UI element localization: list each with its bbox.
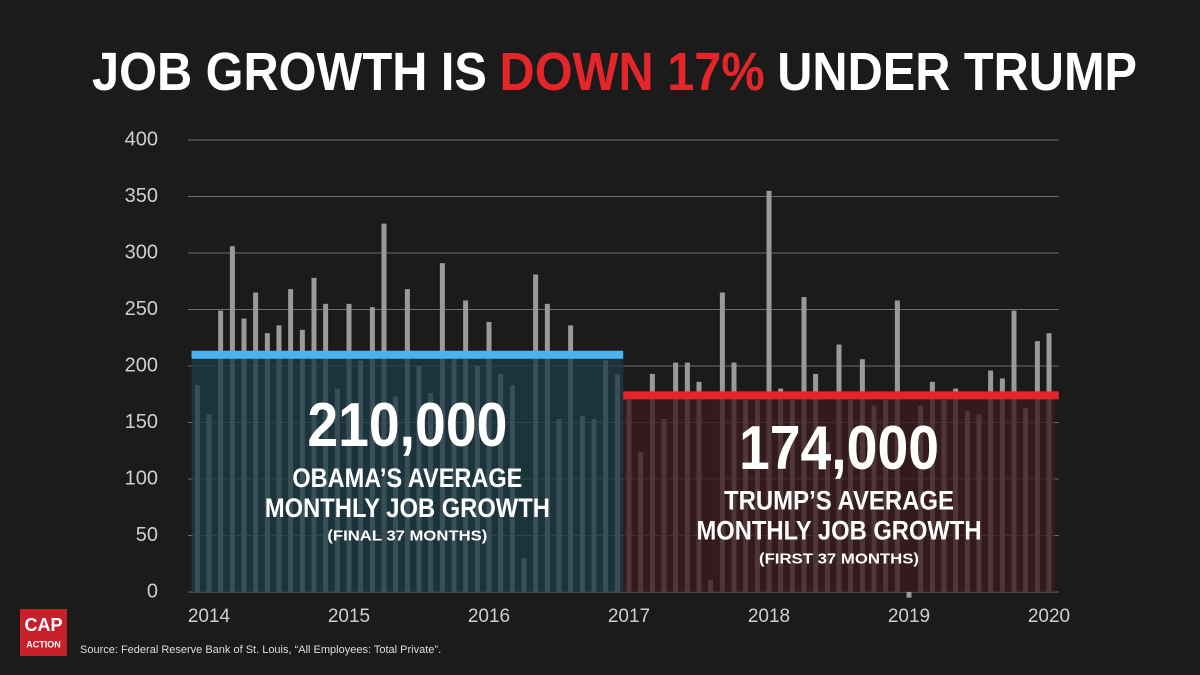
- caption-note: (FIRST 37 MONTHS): [759, 550, 919, 567]
- x-tick-label: 2019: [888, 606, 930, 627]
- chart-title: JOB GROWTH ISDOWN 17%UNDER TRUMP: [92, 42, 1137, 102]
- caption-note: (FINAL 37 MONTHS): [327, 528, 487, 545]
- logo-box: [20, 609, 67, 656]
- y-tick-label: 250: [125, 298, 158, 320]
- average-shade: [191, 354, 624, 592]
- bar: [906, 592, 912, 598]
- title-part: JOB GROWTH IS: [92, 42, 487, 102]
- caption: MONTHLY JOB GROWTH: [697, 516, 982, 546]
- x-tick-label: 2018: [748, 606, 790, 627]
- y-tick-label: 150: [125, 411, 158, 433]
- source: Source: Federal Reserve Bank of St. Loui…: [80, 644, 441, 656]
- y-tick-label: 400: [125, 128, 158, 150]
- caption: TRUMP’S AVERAGE: [724, 486, 954, 516]
- average-shade: [623, 395, 1055, 592]
- y-tick-label: 100: [125, 467, 158, 489]
- caption: OBAMA’S AVERAGE: [292, 463, 522, 493]
- y-tick-label: 200: [125, 354, 158, 376]
- y-tick-label: 50: [136, 524, 158, 546]
- x-tick-label: 2016: [468, 606, 510, 627]
- logo-text: ACTION: [26, 639, 61, 649]
- y-tick-label: 0: [147, 580, 158, 602]
- x-tick-label: 2015: [328, 606, 370, 627]
- x-tick-label: 2017: [608, 606, 650, 627]
- average-label: 210,000: [307, 391, 507, 460]
- title-part: UNDER TRUMP: [777, 42, 1137, 102]
- title-text: JOB GROWTH ISDOWN 17%UNDER TRUMP: [92, 42, 1137, 102]
- x-tick-label: 2020: [1028, 606, 1070, 627]
- x-tick-label: 2014: [188, 606, 231, 627]
- y-tick-label: 350: [125, 185, 158, 207]
- logo-text: CAP: [24, 615, 62, 635]
- title-part: DOWN 17%: [500, 42, 765, 102]
- y-tick-label: 300: [125, 241, 158, 263]
- caption: MONTHLY JOB GROWTH: [265, 493, 550, 523]
- average-label: 174,000: [739, 414, 939, 483]
